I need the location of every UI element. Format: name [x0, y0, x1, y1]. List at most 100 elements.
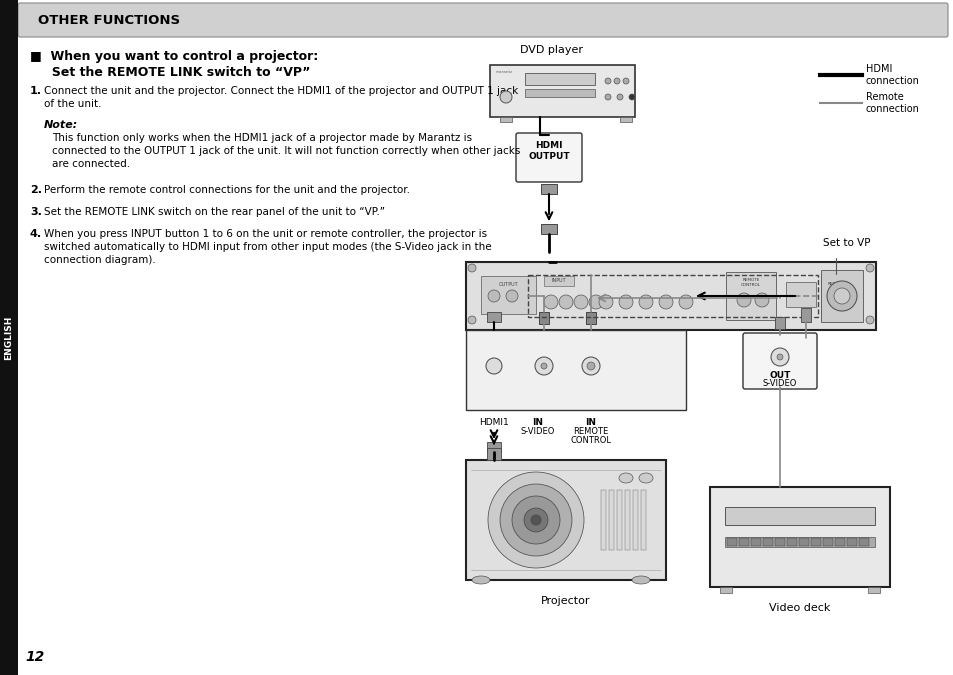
Bar [725, 272, 775, 320]
Bar [465, 330, 685, 410]
Text: ■  When you want to control a projector:: ■ When you want to control a projector: [30, 50, 318, 63]
Text: When you press INPUT button 1 to 6 on the unit or remote controller, the project: When you press INPUT button 1 to 6 on th… [44, 229, 491, 265]
Bar [0, 0, 18, 675]
Circle shape [468, 264, 476, 272]
Bar [640, 490, 645, 550]
Text: marantz: marantz [496, 70, 513, 74]
Bar [486, 448, 500, 460]
Bar [750, 538, 760, 546]
FancyBboxPatch shape [18, 3, 947, 37]
Bar [822, 538, 832, 546]
Circle shape [776, 354, 782, 360]
Text: 2.: 2. [30, 185, 42, 195]
Ellipse shape [618, 473, 633, 483]
Bar [538, 312, 548, 324]
Circle shape [618, 295, 633, 309]
Circle shape [488, 472, 583, 568]
Bar [527, 275, 817, 317]
Text: Set the REMOTE LINK switch to “VP”: Set the REMOTE LINK switch to “VP” [30, 66, 310, 79]
Bar [821, 270, 862, 322]
Text: S-VIDEO: S-VIDEO [520, 427, 555, 436]
Text: ENGLISH: ENGLISH [5, 316, 13, 360]
Text: 4.: 4. [30, 229, 42, 239]
Bar [785, 282, 815, 307]
Circle shape [535, 357, 553, 375]
Text: S-VIDEO: S-VIDEO [762, 379, 797, 388]
Circle shape [770, 348, 788, 366]
Circle shape [604, 78, 610, 84]
Bar [858, 538, 868, 546]
Bar [524, 89, 595, 97]
Circle shape [598, 295, 613, 309]
Bar [543, 276, 574, 286]
Circle shape [531, 515, 540, 525]
Circle shape [628, 94, 635, 100]
Bar [799, 538, 808, 546]
Circle shape [622, 78, 628, 84]
Circle shape [488, 290, 499, 302]
Bar [540, 184, 557, 194]
Text: Note:: Note: [44, 120, 78, 130]
Text: REMOTE: REMOTE [573, 427, 608, 436]
Circle shape [586, 362, 595, 370]
Bar [726, 538, 737, 546]
Bar [585, 312, 596, 324]
Text: 1.: 1. [30, 86, 42, 96]
Circle shape [865, 316, 873, 324]
Bar [540, 224, 557, 234]
Bar [465, 460, 665, 580]
Text: DVD player: DVD player [520, 45, 583, 55]
Circle shape [588, 295, 602, 309]
Bar [709, 487, 889, 587]
Bar [617, 490, 621, 550]
Bar [608, 490, 614, 550]
Bar [600, 490, 605, 550]
Bar [486, 442, 500, 452]
Ellipse shape [639, 473, 652, 483]
Text: Perform the remote control connections for the unit and the projector.: Perform the remote control connections f… [44, 185, 410, 195]
Circle shape [737, 293, 750, 307]
Bar [810, 538, 821, 546]
Circle shape [499, 91, 512, 103]
Bar [867, 587, 879, 593]
Ellipse shape [631, 576, 649, 584]
Text: REMOTE
LINK: REMOTE LINK [826, 282, 843, 291]
Text: CONTROL: CONTROL [570, 436, 611, 445]
Text: OTHER FUNCTIONS: OTHER FUNCTIONS [38, 14, 180, 26]
Circle shape [512, 496, 559, 544]
Bar [486, 312, 500, 322]
Text: Projector: Projector [540, 596, 590, 606]
Bar [619, 117, 631, 122]
Bar [720, 587, 731, 593]
Circle shape [826, 281, 856, 311]
Text: HDMI1: HDMI1 [478, 418, 508, 427]
Ellipse shape [472, 576, 490, 584]
FancyBboxPatch shape [516, 133, 581, 182]
Text: 3.: 3. [30, 207, 42, 217]
Text: Set to VP: Set to VP [822, 238, 870, 248]
Text: 12: 12 [25, 650, 44, 664]
Text: OUT: OUT [768, 371, 790, 380]
Text: OUTPUT: OUTPUT [498, 281, 518, 286]
Circle shape [754, 293, 768, 307]
Text: Video deck: Video deck [768, 603, 830, 613]
Circle shape [468, 316, 476, 324]
Text: REMOTE
CONTROL: REMOTE CONTROL [740, 278, 760, 287]
Circle shape [543, 295, 558, 309]
Circle shape [604, 94, 610, 100]
Bar [624, 490, 629, 550]
Circle shape [523, 508, 547, 532]
Circle shape [679, 295, 692, 309]
Circle shape [659, 295, 672, 309]
Text: IN: IN [585, 418, 596, 427]
Bar [633, 490, 638, 550]
Bar [774, 317, 784, 329]
Bar [801, 308, 810, 322]
Bar [846, 538, 856, 546]
Circle shape [581, 357, 599, 375]
Circle shape [833, 288, 849, 304]
Bar [480, 276, 536, 314]
Bar [762, 538, 772, 546]
Text: IN: IN [532, 418, 543, 427]
Bar [774, 538, 784, 546]
